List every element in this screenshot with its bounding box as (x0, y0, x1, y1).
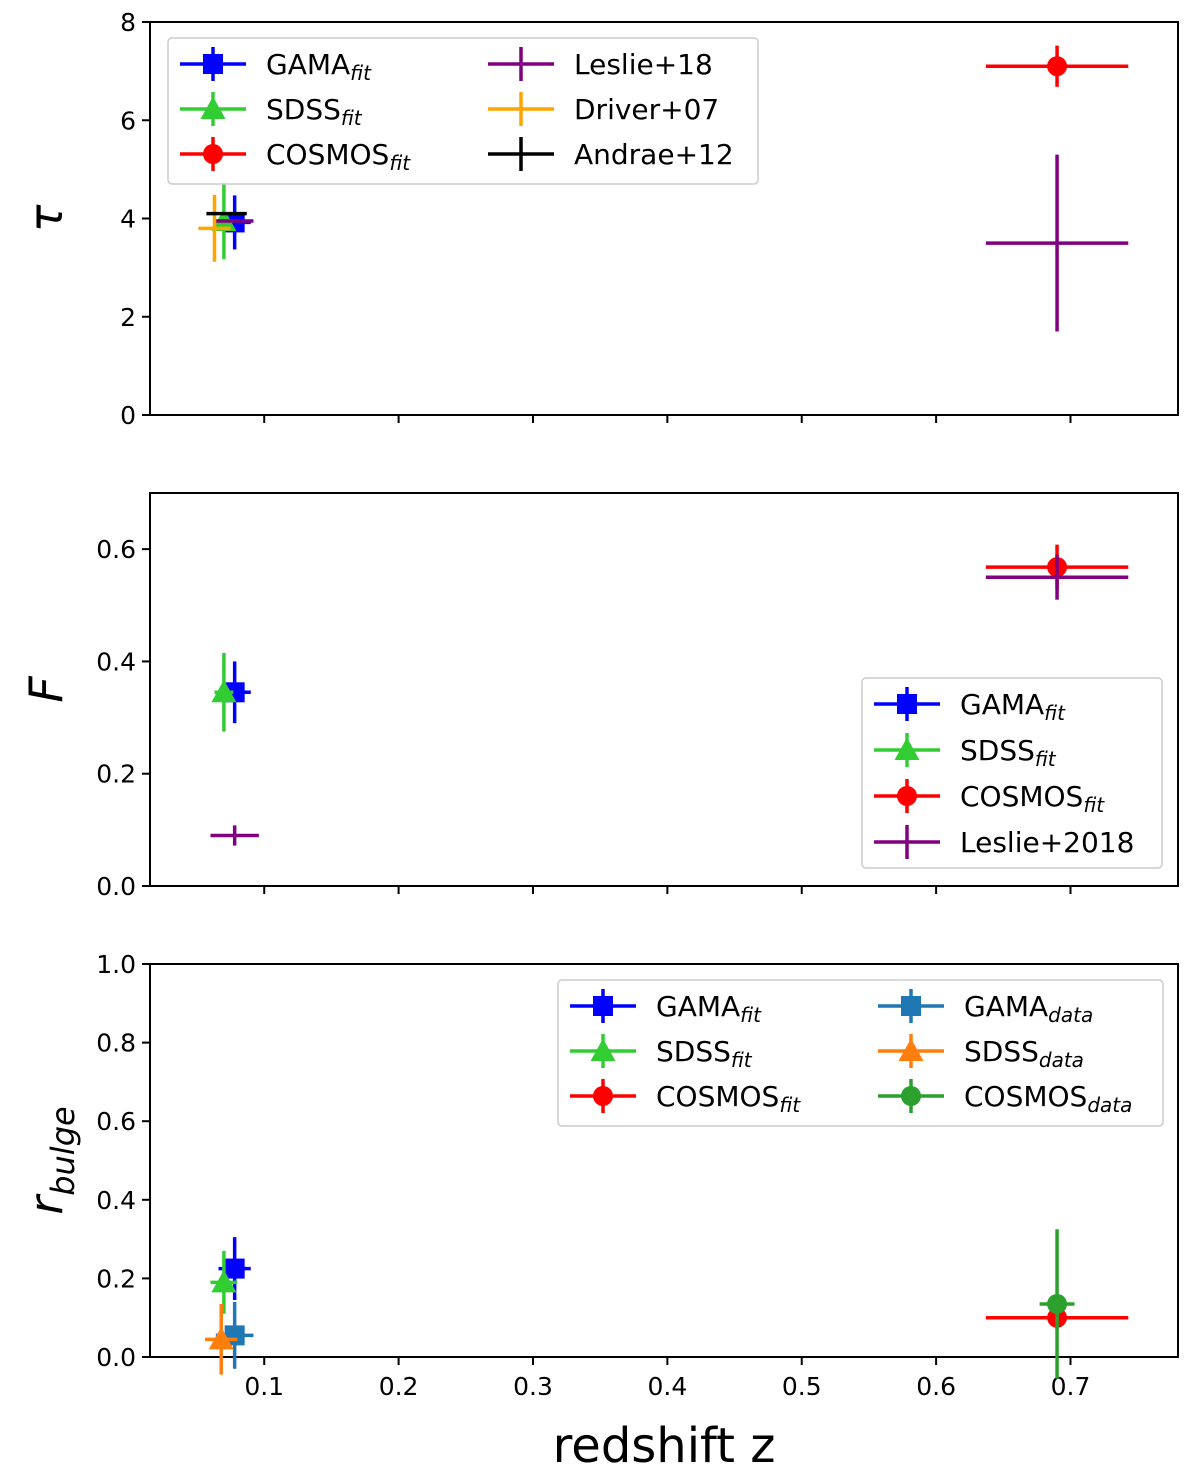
legend-marker (901, 1086, 921, 1106)
y-tick-label: 2 (120, 303, 136, 332)
axes-frame (149, 963, 1179, 1358)
x-tick-label: 0.2 (379, 1372, 419, 1401)
legend-entry-gama_data: GAMAdata (878, 989, 1093, 1027)
x-axis-label: redshift z (553, 1418, 776, 1474)
axes-frame (149, 492, 1179, 887)
legend-label: Driver+07 (574, 93, 719, 126)
legend-box (167, 37, 759, 185)
legend-marker (898, 1038, 924, 1061)
legend-marker (897, 694, 917, 714)
legend-entry-cosmos_fit: COSMOSfit (180, 137, 411, 175)
panel-3: 0.00.20.40.60.81.00.1 0.2 0.3 0.4 0.5 0.6 0.7r… (19, 950, 1179, 1401)
x-tick-label: 0.5 (782, 1372, 822, 1401)
y-tick-label: 1.0 (96, 950, 136, 979)
x-tick-label: 0.4 (647, 1372, 687, 1401)
y-axis-label: rbulge (19, 1106, 82, 1214)
legend-box (557, 979, 1164, 1127)
y-tick-label: 4 (120, 205, 136, 234)
legend-label: GAMAfit (960, 688, 1066, 725)
data-point (211, 679, 237, 703)
y-axis-label: F (19, 676, 73, 703)
x-tick-label: 0.3 (513, 1372, 553, 1401)
legend-marker (593, 996, 613, 1016)
data-point (1047, 1293, 1068, 1314)
y-tick-label: 0.4 (96, 647, 136, 676)
data-point (224, 1258, 245, 1279)
legend-entry-sdss_fit: SDSSfit (874, 733, 1057, 771)
legend-entry-cosmos_fit: COSMOSfit (874, 779, 1105, 817)
legend-label: COSMOSdata (964, 1080, 1132, 1117)
legend-marker (894, 737, 920, 760)
legend-label: COSMOSfit (266, 138, 411, 175)
y-tick-label: 0.0 (96, 1343, 136, 1372)
series-sdss_fit (211, 653, 237, 732)
legend-entry-andrae: Andrae+12 (488, 137, 734, 171)
series-driver (198, 194, 231, 262)
y-tick-label: 0.2 (96, 760, 136, 789)
panel-2: 0.0 0.2 0.4 0.6 F GAMAfit SDSSfit COSMOSfit Lesl… (19, 492, 1179, 901)
legend-label: SDSSfit (656, 1035, 753, 1072)
legend-entry-sdss_fit: SDSSfit (180, 92, 363, 130)
panel-1: 0 2 4 6 8 τ GAMAfit SDSSfit COSMOSfit Leslie+18 Dr… (19, 8, 1179, 430)
x-tick-label: 0.1 (244, 1372, 284, 1401)
legend-marker (200, 96, 226, 119)
legend-marker (901, 996, 921, 1016)
legend-label: SDSSfit (960, 734, 1057, 771)
series-sdss_data (205, 1303, 238, 1375)
y-tick-label: 0 (120, 401, 136, 430)
y-tick-label: 0.0 (96, 872, 136, 901)
data-point (211, 1269, 237, 1293)
legend-entry-leslie: Leslie+18 (488, 47, 713, 81)
legend-marker (593, 1086, 613, 1106)
legend-label: SDSSdata (964, 1035, 1084, 1072)
legend-entry-sdss_fit: SDSSfit (570, 1034, 753, 1072)
legend-marker (203, 54, 223, 74)
legend-marker (590, 1038, 616, 1061)
legend-entry-gama_fit: GAMAfit (570, 989, 762, 1027)
series-cosmos_data (1039, 1229, 1075, 1379)
legend-entry-gama_fit: GAMAfit (874, 687, 1066, 725)
legend-label: Leslie+2018 (960, 826, 1134, 859)
legend-entry-leslie: Leslie+2018 (874, 825, 1134, 859)
series-leslie (210, 554, 1129, 846)
legend-label: GAMAfit (266, 48, 372, 85)
y-tick-label: 0.6 (96, 535, 136, 564)
legend-label: COSMOSfit (960, 780, 1105, 817)
legend-label: SDSSfit (266, 93, 363, 130)
y-tick-label: 0.2 (96, 1264, 136, 1293)
data-point (208, 1326, 234, 1350)
legend-entry-sdss_data: SDSSdata (878, 1034, 1084, 1072)
legend-marker (203, 144, 223, 164)
legend-label: Leslie+18 (574, 48, 713, 81)
y-tick-label: 0.6 (96, 1107, 136, 1136)
series-leslie (215, 154, 1129, 332)
legend-label: GAMAfit (656, 990, 762, 1027)
legend-label: GAMAdata (964, 990, 1093, 1027)
y-tick-label: 0.8 (96, 1029, 136, 1058)
y-tick-label: 0.4 (96, 1186, 136, 1215)
series-cosmos_fit (985, 45, 1129, 87)
legend-entry-cosmos_data: COSMOSdata (878, 1079, 1132, 1117)
legend: GAMAfit SDSSfit COSMOSfit Leslie+2018 (861, 677, 1163, 869)
x-tick-label: 0.6 (916, 1372, 956, 1401)
legend-box (861, 677, 1163, 869)
y-axis-label: τ (19, 204, 73, 232)
legend-label: Andrae+12 (574, 138, 734, 171)
legend-marker (897, 786, 917, 806)
legend: GAMAfit SDSSfit COSMOSfit Leslie+18 Driver+0… (167, 37, 759, 185)
legend: GAMAfit SDSSfit COSMOSfit GAMAdata SDSSdata C… (557, 979, 1164, 1127)
series-sdss_fit (210, 1250, 238, 1314)
legend-entry-gama_fit: GAMAfit (180, 47, 372, 85)
y-tick-label: 8 (120, 8, 136, 37)
legend-label: COSMOSfit (656, 1080, 801, 1117)
legend-entry-cosmos_fit: COSMOSfit (570, 1079, 801, 1117)
legend-entry-driver: Driver+07 (488, 92, 719, 126)
y-tick-label: 6 (120, 106, 136, 135)
data-point (1047, 56, 1068, 77)
